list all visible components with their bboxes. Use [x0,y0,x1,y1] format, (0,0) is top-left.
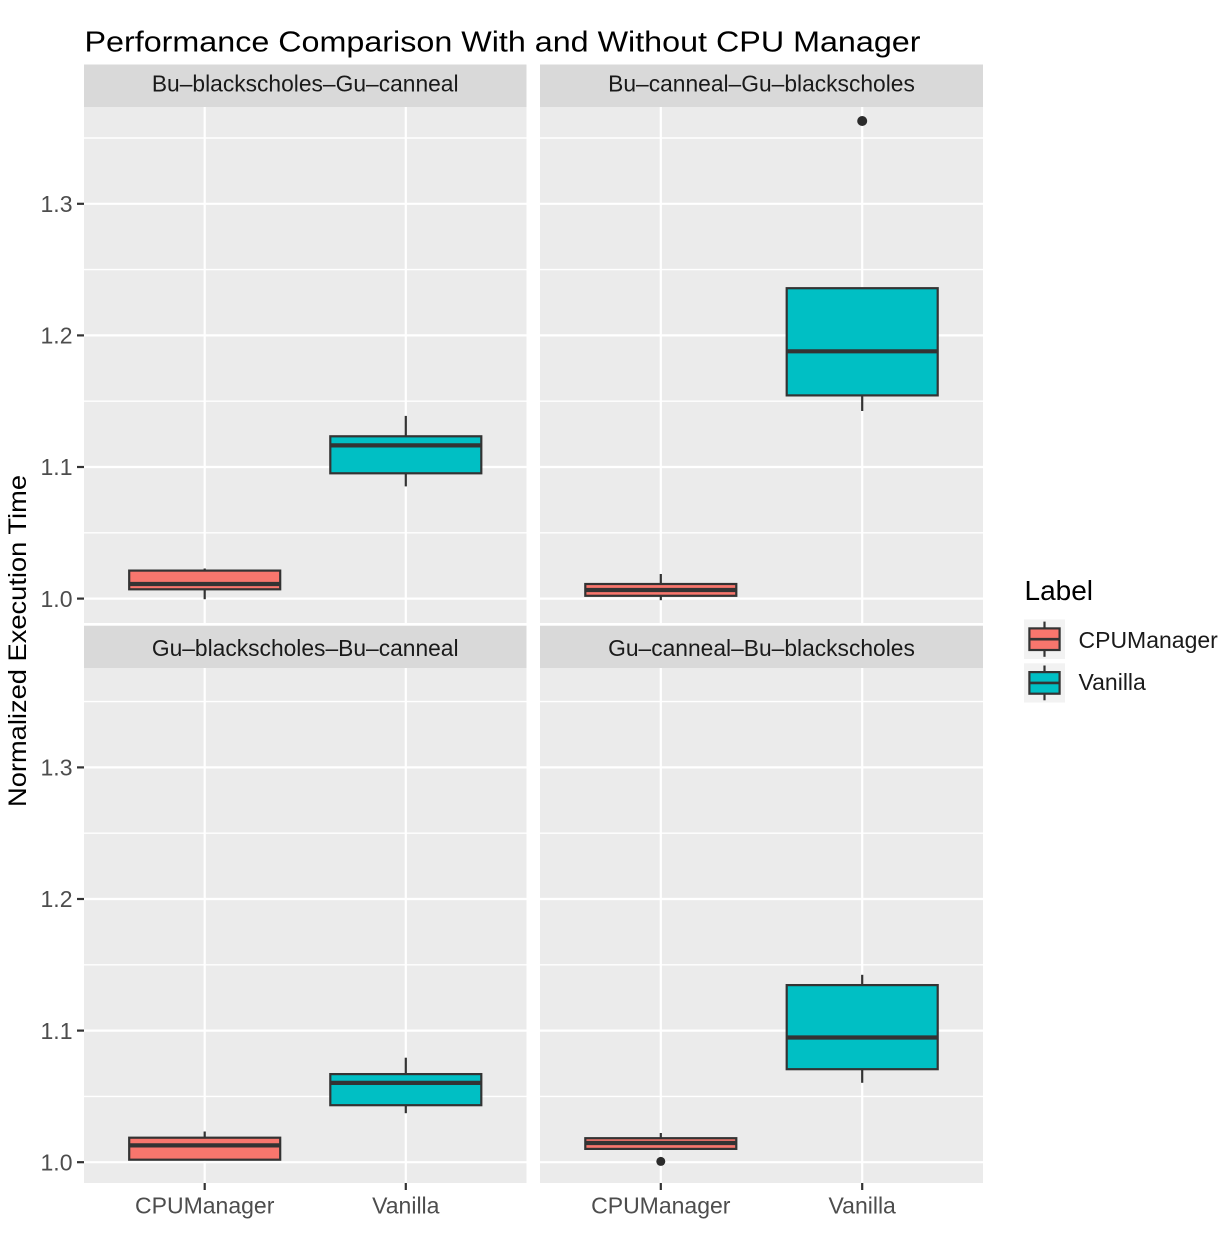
svg-text:1.0: 1.0 [41,1149,73,1175]
svg-text:Vanilla: Vanilla [1079,669,1147,695]
svg-text:Gu–blackscholes–Bu–canneal: Gu–blackscholes–Bu–canneal [152,635,459,661]
svg-text:1.0: 1.0 [41,586,73,612]
svg-text:Bu–blackscholes–Gu–canneal: Bu–blackscholes–Gu–canneal [152,71,459,97]
svg-text:Vanilla: Vanilla [372,1193,440,1219]
svg-text:1.3: 1.3 [41,191,73,217]
svg-text:CPUManager: CPUManager [1079,627,1219,653]
svg-text:Performance Comparison With an: Performance Comparison With and Without … [85,27,922,59]
svg-text:CPUManager: CPUManager [591,1193,731,1219]
svg-text:Gu–canneal–Bu–blackscholes: Gu–canneal–Bu–blackscholes [608,635,915,661]
svg-text:CPUManager: CPUManager [135,1193,275,1219]
svg-text:1.2: 1.2 [41,323,73,349]
svg-text:Vanilla: Vanilla [829,1193,897,1219]
svg-text:Bu–canneal–Gu–blackscholes: Bu–canneal–Gu–blackscholes [608,71,915,97]
svg-text:Label: Label [1025,575,1094,606]
svg-text:1.2: 1.2 [41,886,73,912]
svg-text:1.1: 1.1 [41,1018,73,1044]
svg-text:1.3: 1.3 [41,755,73,781]
svg-text:1.1: 1.1 [41,454,73,480]
svg-text:Normalized Execution Time: Normalized Execution Time [4,475,32,807]
